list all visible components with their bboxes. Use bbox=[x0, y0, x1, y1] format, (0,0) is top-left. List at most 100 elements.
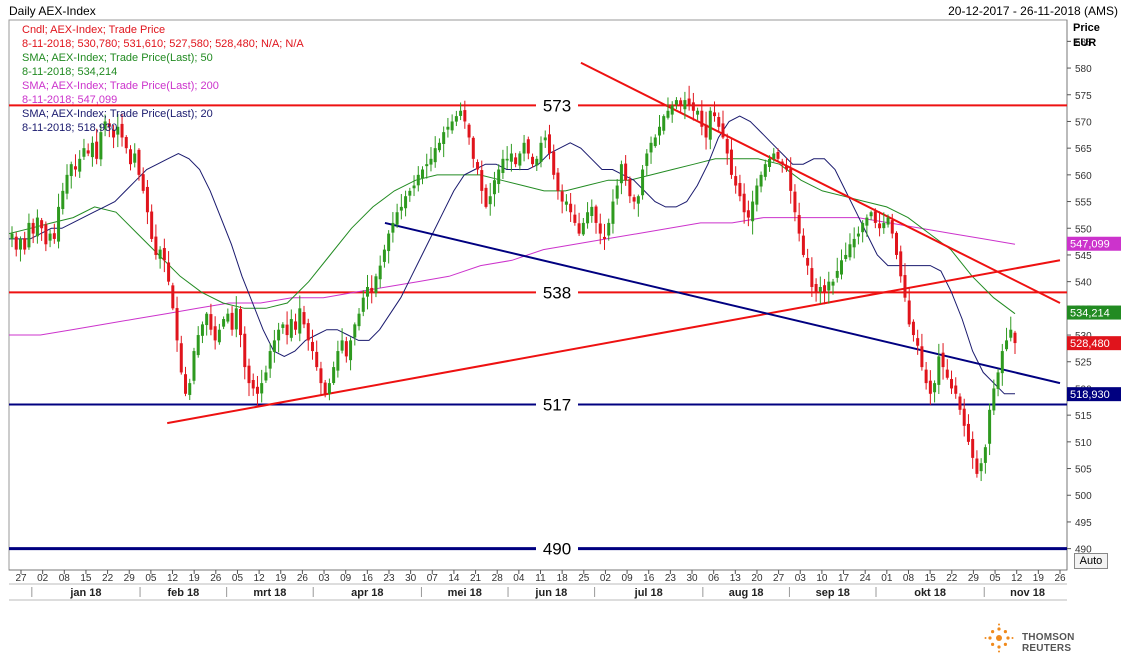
candle-up bbox=[336, 351, 340, 371]
last-value-tag bbox=[1067, 336, 1121, 351]
candle-up bbox=[581, 222, 585, 235]
candle-down bbox=[306, 323, 310, 341]
candle-up bbox=[658, 126, 662, 136]
candle-up bbox=[399, 206, 403, 211]
level-labels: 573 538 517 490 bbox=[536, 95, 578, 559]
legend-sma200-value: 8-11-2018; 547,099 bbox=[22, 94, 118, 106]
candle-up bbox=[827, 281, 831, 291]
candle-down bbox=[251, 380, 255, 389]
legend-sma20-label: SMA; AEX-Index; Trade Price(Last); 20 bbox=[22, 108, 213, 120]
month-label: feb 18 bbox=[167, 587, 199, 599]
candle-up bbox=[264, 372, 268, 381]
candle-up bbox=[378, 265, 382, 280]
candle-down bbox=[780, 161, 784, 165]
last-value-label: 518,930 bbox=[1070, 389, 1110, 401]
candle-up bbox=[869, 212, 873, 217]
candle-down bbox=[907, 300, 911, 325]
trendline bbox=[384, 221, 1061, 385]
candle-up bbox=[425, 164, 429, 167]
x-tick-label: 30 bbox=[405, 573, 417, 584]
x-tick-label: 25 bbox=[578, 573, 590, 584]
candle-up bbox=[768, 158, 772, 167]
x-tick-label: 01 bbox=[881, 573, 893, 584]
candle-up bbox=[488, 196, 492, 205]
y-axis-ticks: 4904955005055105155205255305355405455505… bbox=[1067, 37, 1092, 556]
candle-up bbox=[509, 153, 513, 162]
candle-up bbox=[839, 260, 843, 275]
candle-up bbox=[90, 142, 94, 158]
y-tick-label: 555 bbox=[1075, 198, 1092, 209]
candle-up bbox=[48, 233, 52, 241]
candle-up bbox=[653, 137, 657, 147]
candle-down bbox=[285, 324, 289, 336]
candle-down bbox=[112, 129, 116, 138]
x-tick-label: 29 bbox=[124, 573, 136, 584]
candle-up bbox=[1005, 340, 1009, 350]
candle-up bbox=[103, 121, 107, 130]
candle-up bbox=[886, 217, 890, 225]
candle-down bbox=[928, 380, 932, 394]
candle-up bbox=[535, 158, 539, 166]
candle-up bbox=[416, 174, 420, 186]
candle-down bbox=[801, 235, 805, 255]
candle-down bbox=[895, 232, 899, 255]
x-tick-label: 27 bbox=[15, 573, 27, 584]
candle-up bbox=[69, 164, 73, 177]
candle-up bbox=[564, 201, 568, 205]
candle-up bbox=[192, 351, 196, 381]
candle-up bbox=[353, 324, 357, 338]
candle-down bbox=[154, 236, 158, 255]
candle-up bbox=[65, 174, 69, 194]
y-tick-label: 495 bbox=[1075, 518, 1092, 529]
x-tick-label: 08 bbox=[59, 573, 71, 584]
candle-up bbox=[933, 383, 937, 393]
x-tick-label: 02 bbox=[37, 573, 49, 584]
candle-up bbox=[82, 148, 86, 157]
candle-down bbox=[484, 187, 488, 207]
candle-down bbox=[547, 134, 551, 154]
level-label-bg bbox=[536, 538, 578, 559]
candle-up bbox=[437, 142, 441, 151]
month-label: aug 18 bbox=[729, 587, 764, 599]
candle-down bbox=[624, 163, 628, 181]
candle-down bbox=[120, 123, 124, 138]
candle-down bbox=[569, 203, 573, 213]
x-tick-label: 26 bbox=[1054, 573, 1066, 584]
auto-scale-button[interactable]: Auto bbox=[1074, 553, 1108, 569]
x-tick-label: 14 bbox=[448, 573, 460, 584]
candle-down bbox=[137, 149, 141, 175]
candle-up bbox=[844, 254, 848, 259]
candle-down bbox=[793, 191, 797, 213]
candle-down bbox=[958, 396, 962, 410]
candle-down bbox=[23, 238, 27, 250]
candle-down bbox=[247, 365, 251, 384]
x-axis-ticks: 27 02 08 15 22 29 05 12 19 26 05 12 19 26 03 09 16 23 30 07… bbox=[15, 570, 1066, 584]
candle-up bbox=[196, 335, 200, 356]
candle-down bbox=[962, 408, 966, 426]
candle-up bbox=[365, 286, 369, 297]
y-tick-label: 510 bbox=[1075, 438, 1092, 449]
candle-up bbox=[497, 169, 501, 185]
candle-down bbox=[602, 236, 606, 239]
candle-up bbox=[615, 185, 619, 199]
candle-down bbox=[954, 385, 958, 394]
candle-up bbox=[217, 329, 221, 343]
candle-down bbox=[315, 351, 319, 368]
candle-down bbox=[950, 379, 954, 389]
x-tick-label: 05 bbox=[145, 573, 157, 584]
trendlines bbox=[167, 61, 1061, 425]
candle-down bbox=[124, 137, 128, 149]
x-tick-label: 30 bbox=[686, 573, 698, 584]
last-value-label: 547,099 bbox=[1070, 239, 1110, 251]
candle-up bbox=[433, 148, 437, 163]
candle-up bbox=[983, 447, 987, 463]
candle-down bbox=[560, 191, 564, 202]
level-label-bg bbox=[536, 394, 578, 415]
candle-down bbox=[150, 211, 154, 239]
candle-up bbox=[751, 201, 755, 222]
candle-up bbox=[543, 137, 547, 141]
candle-up bbox=[835, 270, 839, 278]
legend-sma50-value: 8-11-2018; 534,214 bbox=[22, 66, 118, 78]
candle-down bbox=[890, 220, 894, 234]
